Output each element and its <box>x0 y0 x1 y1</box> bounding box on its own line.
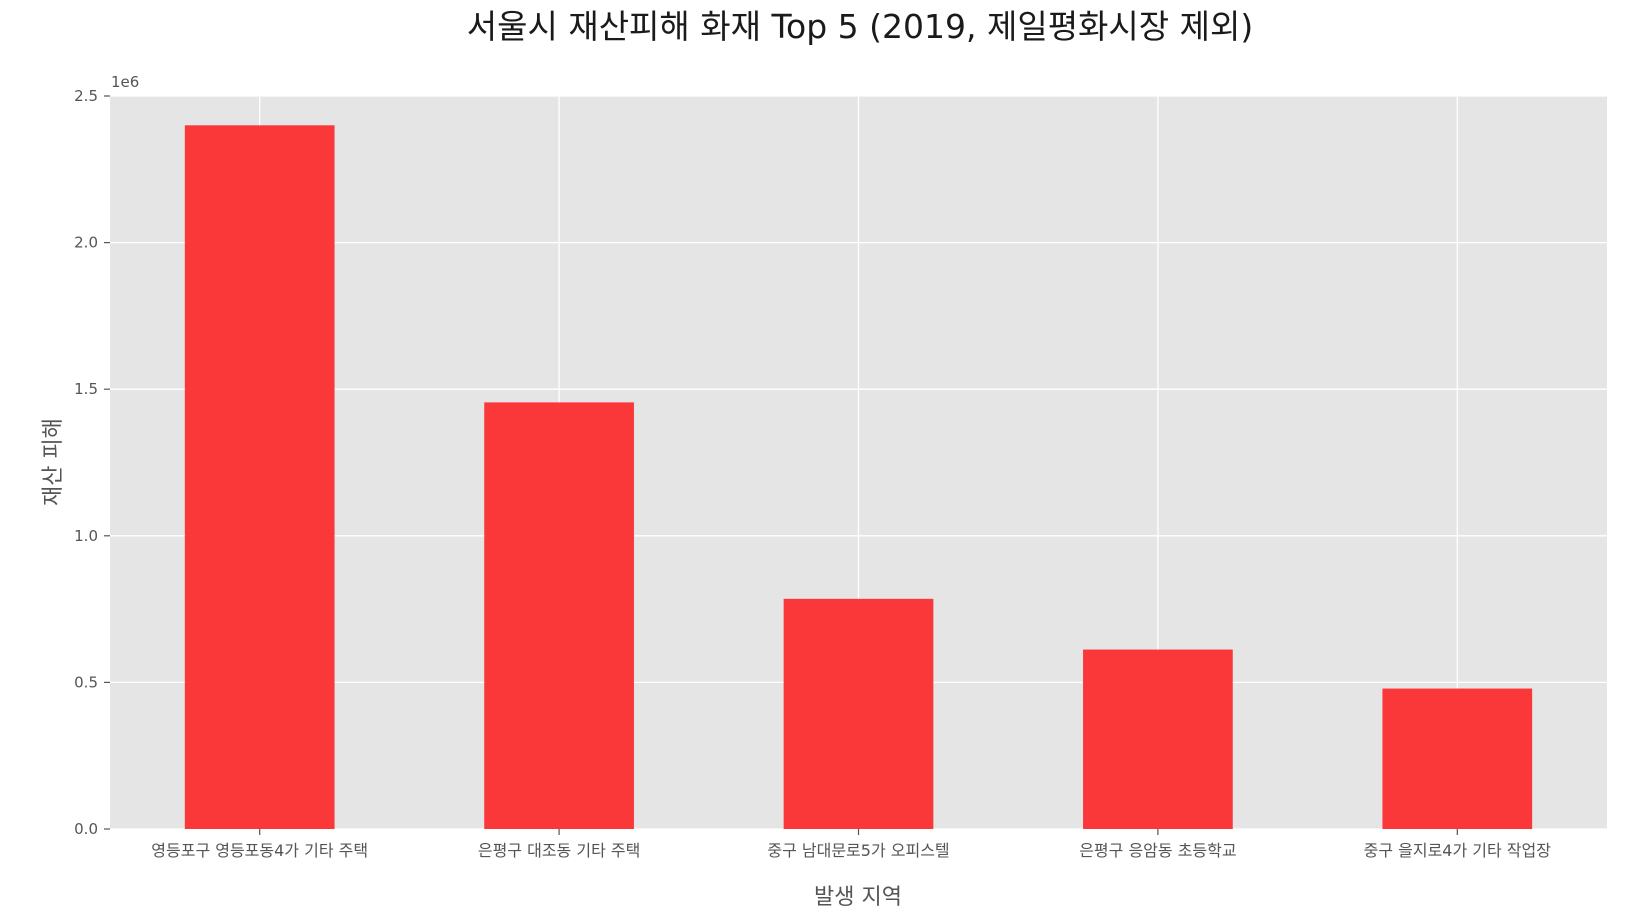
y-tick-label: 1.0 <box>74 527 98 545</box>
x-axis-title: 발생 지역 <box>814 885 902 910</box>
x-axis-ticks: 영등포구 영등포동4가 기타 주택 은평구 대조동 기타 주택 중구 남대문로5가 … <box>151 829 1551 860</box>
y-axis-offset-label: 1e6 <box>111 73 139 91</box>
x-tick-label: 중구 을지로4가 기타 작업장 <box>1364 841 1552 860</box>
x-tick-label: 은평구 응암동 초등학교 <box>1079 841 1236 860</box>
bar <box>184 125 335 829</box>
bar <box>1083 649 1233 829</box>
y-tick-label: 0.0 <box>74 820 98 838</box>
y-axis-title: 재산 피해 <box>41 418 66 506</box>
chart-title: 서울시 재산피해 화재 Top 5 (2019, 제일평화시장 제외) <box>467 7 1253 46</box>
x-tick-label: 영등포구 영등포동4가 기타 주택 <box>151 841 368 860</box>
y-tick-label: 1.5 <box>74 380 98 398</box>
x-tick-label: 은평구 대조동 기타 주택 <box>478 841 640 860</box>
bar <box>1382 688 1533 829</box>
y-tick-label: 2.5 <box>74 87 98 105</box>
bar <box>783 598 934 829</box>
x-tick-label: 중구 남대문로5가 오피스텔 <box>767 841 949 860</box>
y-tick-label: 2.0 <box>74 234 98 252</box>
bar <box>484 402 634 829</box>
y-axis-ticks: 0.0 0.5 1.0 1.5 2.0 2.5 <box>74 87 110 838</box>
bars <box>184 125 1533 829</box>
y-tick-label: 0.5 <box>74 673 98 691</box>
